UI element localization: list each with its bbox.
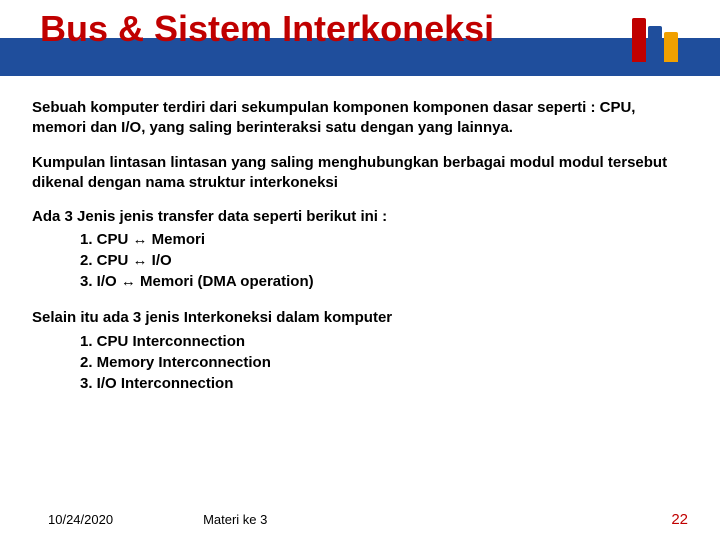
slide-title: Bus & Sistem Interkoneksi xyxy=(40,8,494,50)
section1-list: 1. CPU ↔ Memori 2. CPU ↔ I/O 3. I/O ↔ Me… xyxy=(32,229,688,292)
list-item: 3. I/O Interconnection xyxy=(80,373,688,394)
logo xyxy=(632,10,692,62)
logo-bar-3 xyxy=(664,32,678,62)
section2-heading: Selain itu ada 3 jenis Interkoneksi dala… xyxy=(32,308,688,328)
footer-page-number: 22 xyxy=(671,511,688,528)
list-item: 3. I/O ↔ Memori (DMA operation) xyxy=(80,271,688,292)
paragraph-1: Sebuah komputer terdiri dari sekumpulan … xyxy=(32,98,688,139)
logo-bar-1 xyxy=(632,18,646,62)
paragraph-2: Kumpulan lintasan lintasan yang saling m… xyxy=(32,153,688,194)
footer-date: 10/24/2020 xyxy=(48,512,113,527)
section2-list: 1. CPU Interconnection 2. Memory Interco… xyxy=(32,331,688,394)
footer-center: Materi ke 3 xyxy=(113,512,671,527)
slide-footer: 10/24/2020 Materi ke 3 22 xyxy=(0,511,720,528)
list-item: 2. Memory Interconnection xyxy=(80,352,688,373)
slide-content: Sebuah komputer terdiri dari sekumpulan … xyxy=(0,80,720,394)
list-item: 1. CPU Interconnection xyxy=(80,331,688,352)
list-item: 1. CPU ↔ Memori xyxy=(80,229,688,250)
logo-bar-2 xyxy=(648,26,662,62)
section1-heading: Ada 3 Jenis jenis transfer data seperti … xyxy=(32,207,688,227)
slide-header: Bus & Sistem Interkoneksi xyxy=(0,0,720,80)
list-item: 2. CPU ↔ I/O xyxy=(80,250,688,271)
